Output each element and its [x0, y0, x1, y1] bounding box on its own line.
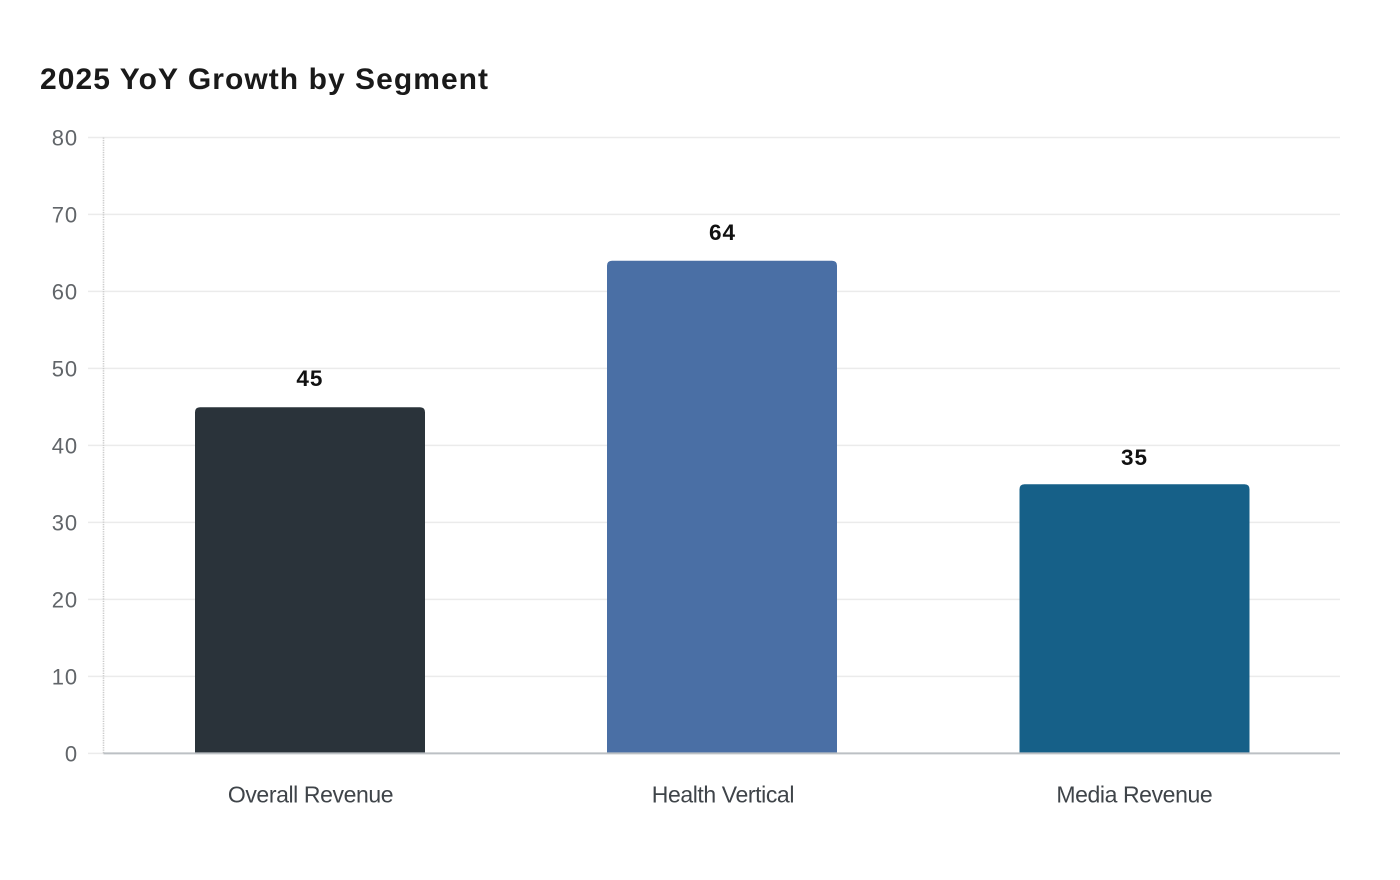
svg-text:64: 64 [709, 220, 736, 245]
svg-text:20: 20 [52, 587, 78, 612]
svg-text:10: 10 [52, 664, 78, 689]
svg-text:40: 40 [52, 433, 78, 458]
svg-text:0: 0 [65, 741, 78, 766]
svg-text:70: 70 [52, 202, 78, 227]
svg-text:30: 30 [52, 510, 78, 535]
svg-text:Overall Revenue: Overall Revenue [228, 782, 393, 808]
svg-text:Media Revenue: Media Revenue [1056, 782, 1212, 808]
svg-text:50: 50 [52, 356, 78, 381]
svg-text:80: 80 [52, 126, 78, 151]
svg-text:60: 60 [52, 279, 78, 304]
svg-text:35: 35 [1121, 445, 1148, 470]
svg-text:2025 YoY Growth by Segment: 2025 YoY Growth by Segment [40, 63, 489, 96]
svg-text:Health Vertical: Health Vertical [652, 782, 794, 808]
svg-text:45: 45 [296, 366, 323, 391]
